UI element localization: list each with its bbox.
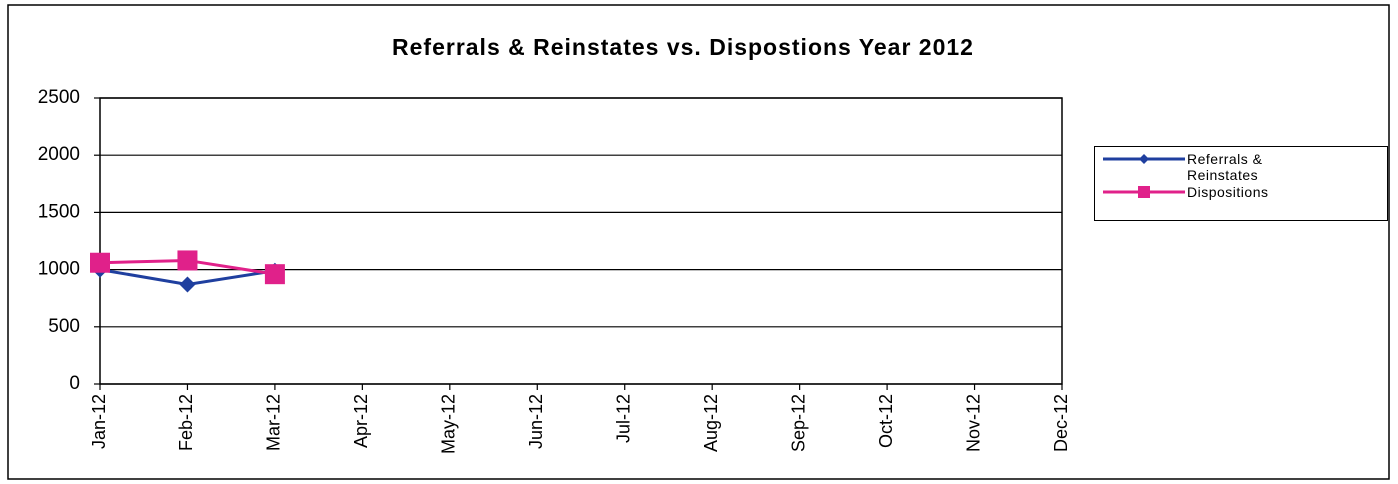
marker	[1138, 186, 1150, 198]
x-tick-label: Dec-12	[1051, 394, 1071, 452]
plot-border	[99, 97, 1063, 385]
legend-swatch	[1103, 154, 1185, 164]
legend-entry: Dispositions	[1103, 184, 1387, 200]
marker	[90, 252, 110, 273]
legend-entry: Referrals & Reinstates	[1103, 151, 1387, 183]
x-tick-label: Mar-12	[264, 394, 284, 451]
marker	[179, 276, 196, 293]
x-tick-label: May-12	[439, 394, 459, 454]
legend-label: Referrals & Reinstates	[1187, 151, 1263, 183]
y-tick-label: 0	[69, 373, 80, 394]
y-tick-label: 1500	[38, 201, 80, 222]
x-tick-label: Jul-12	[613, 394, 633, 443]
x-tick-label: Sep-12	[788, 394, 808, 452]
legend: Referrals & Reinstates Dispositions	[1094, 146, 1388, 221]
y-tick-label: 1000	[38, 259, 80, 280]
x-tick-label: Aug-12	[701, 394, 721, 452]
y-tick-label: 500	[48, 316, 80, 337]
legend-label: Dispositions	[1187, 184, 1269, 200]
legend-swatch	[1103, 186, 1185, 198]
x-tick-label: Jun-12	[526, 394, 546, 449]
y-tick-label: 2000	[38, 144, 80, 165]
marker	[1139, 154, 1149, 164]
x-tick-label: Nov-12	[963, 394, 983, 452]
x-tick-label: Apr-12	[351, 394, 371, 448]
chart-title: Referrals & Reinstates vs. Dispostions Y…	[392, 34, 974, 60]
chart-frame	[7, 4, 1390, 480]
x-tick-label: Jan-12	[89, 394, 109, 449]
y-tick-label: 2500	[38, 87, 80, 108]
x-tick-label: Oct-12	[876, 394, 896, 448]
marker	[177, 250, 198, 271]
x-tick-label: Feb-12	[176, 394, 196, 451]
marker	[264, 264, 285, 285]
